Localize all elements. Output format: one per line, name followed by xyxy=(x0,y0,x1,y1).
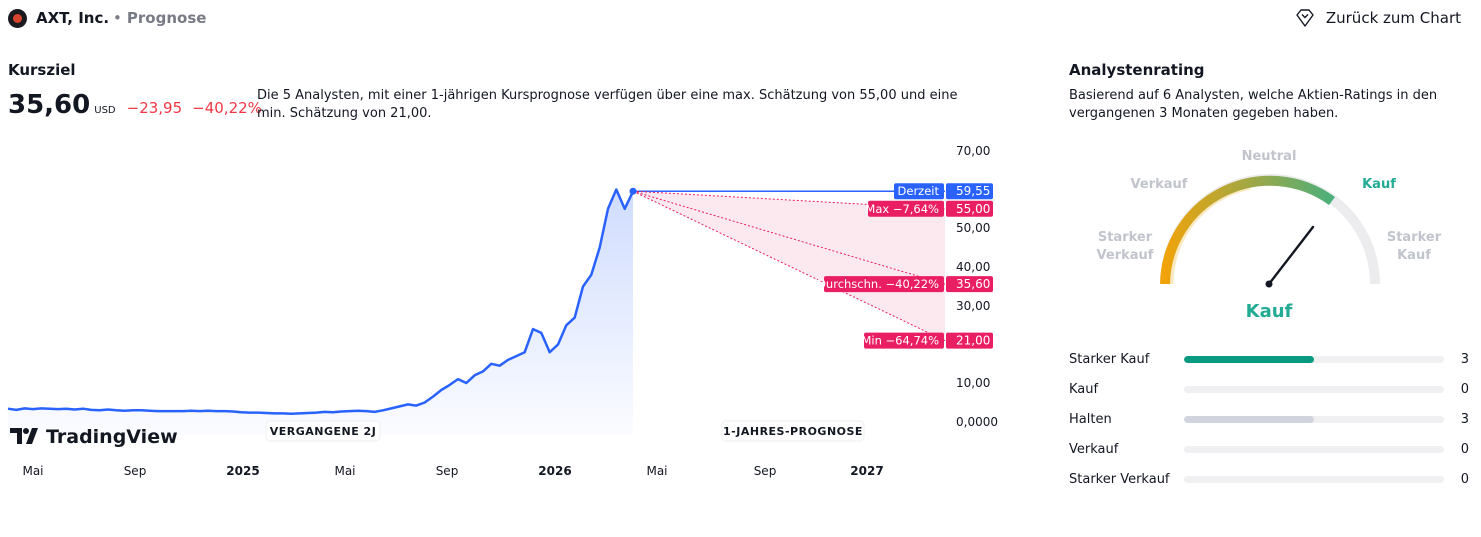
gauge-result: Kauf xyxy=(1246,301,1293,322)
y-tick-label: 0,0000 xyxy=(956,415,998,429)
history-area xyxy=(8,189,633,435)
forecast-value-box xyxy=(946,276,993,293)
chart-diamond-icon xyxy=(1296,9,1314,27)
currency-label: USD xyxy=(94,105,116,116)
rating-row-label: Starker Kauf xyxy=(1069,351,1150,367)
forecast-value-box xyxy=(946,332,993,349)
rating-row-count: 0 xyxy=(1460,471,1469,487)
header: AXT, Inc. • Prognose xyxy=(8,8,206,28)
rating-row-label: Kauf xyxy=(1069,381,1099,397)
tv-logo-dot xyxy=(23,428,29,434)
rating-bar-track xyxy=(1184,415,1444,423)
kursziel-title: Kursziel xyxy=(8,61,76,79)
x-tick-label: Mai xyxy=(646,464,667,478)
x-tick-label: Mai xyxy=(22,464,43,478)
tv-logo-slash xyxy=(26,428,38,444)
forecast-value: 55,00 xyxy=(956,202,990,216)
tradingview-logo: TradingView xyxy=(10,426,178,448)
current-price-point[interactable] xyxy=(629,187,637,195)
forecast-value: 21,00 xyxy=(956,334,990,348)
forecast-label: Derzeit xyxy=(898,184,940,198)
rating-row-label: Starker Verkauf xyxy=(1069,471,1170,487)
gauge-label-strong-buy-line1: Starker xyxy=(1387,230,1442,245)
rating-row: Halten 3 xyxy=(1069,404,1469,434)
tradingview-wordmark: TradingView xyxy=(46,426,178,448)
back-to-chart-button[interactable]: Zurück zum Chart xyxy=(1294,8,1461,28)
forecast-label-box xyxy=(868,200,944,217)
rating-bar-track xyxy=(1184,385,1444,393)
forecast-period-badge: 1-JAHRES-PROGNOSE xyxy=(723,425,863,438)
past-period-badge: VERGANGENE 2J xyxy=(270,425,377,438)
forecast-description: Die 5 Analysten, mit einer 1-jährigen Ku… xyxy=(257,88,958,121)
section-name: Prognose xyxy=(126,9,207,27)
rating-row-count: 0 xyxy=(1460,381,1469,397)
forecast-label: Min −64,74% xyxy=(861,334,939,348)
forecast-value: 35,60 xyxy=(956,277,990,291)
x-tick-label: 2025 xyxy=(226,464,259,478)
gauge-label-neutral: Neutral xyxy=(1242,149,1297,164)
history-line[interactable] xyxy=(7,188,635,416)
forecast-label-box xyxy=(864,332,944,349)
forecast-label: Max −7,64% xyxy=(865,202,939,216)
y-tick-label: 70,00 xyxy=(956,144,990,158)
rating-row-count: 0 xyxy=(1460,441,1469,457)
gauge-label-strong-buy-line2: Kauf xyxy=(1397,248,1431,263)
forecast-value-box xyxy=(946,183,993,200)
change-percent: −40,22% xyxy=(192,99,262,117)
rating-bar-track xyxy=(1184,445,1444,453)
tv-logo-mark xyxy=(10,428,22,444)
rating-row-count: 3 xyxy=(1460,411,1469,427)
rating-row: Starker Verkauf 0 xyxy=(1069,464,1469,494)
rating-row-label: Verkauf xyxy=(1069,441,1119,457)
forecast-label: Durchschn. −40,22% xyxy=(817,277,939,291)
gauge-label-sell: Verkauf xyxy=(1131,177,1188,192)
rating-row: Starker Kauf 3 xyxy=(1069,344,1469,374)
past-period-badge-box xyxy=(265,420,381,442)
rating-breakdown: Starker Kauf 3 Kauf 0 Halten 3 Verkauf 0 Starker… xyxy=(1069,344,1469,494)
rating-row: Verkauf 0 xyxy=(1069,434,1469,464)
x-tick-label: 2027 xyxy=(850,464,883,478)
y-tick-label: 30,00 xyxy=(956,299,990,313)
back-to-chart-label: Zurück zum Chart xyxy=(1325,9,1461,27)
rating-bar-track xyxy=(1184,475,1444,483)
company-name[interactable]: AXT, Inc. xyxy=(36,9,110,27)
rating-gauge: Starker Verkauf Verkauf Neutral Kauf Sta… xyxy=(1097,149,1442,322)
title-separator: • xyxy=(113,9,122,27)
rating-bar-fill xyxy=(1184,355,1314,363)
rating-title: Analystenrating xyxy=(1069,61,1205,79)
x-tick-label: Sep xyxy=(436,464,459,478)
rating-bar-track xyxy=(1184,355,1444,363)
y-tick-label: 10,00 xyxy=(956,376,990,390)
change-absolute: −23,95 xyxy=(126,99,183,117)
company-logo xyxy=(8,8,27,28)
price-summary: 35,60 USD −23,95 −40,22% xyxy=(8,90,272,120)
forecast-label-box xyxy=(894,183,944,200)
rating-row: Kauf 0 xyxy=(1069,374,1469,404)
x-tick-label: Sep xyxy=(124,464,147,478)
forecast-chart[interactable]: 70,00 50,00 40,00 30,00 10,00 0,0000 Derzeit 5… xyxy=(0,135,1010,485)
gauge-label-strong-sell-line1: Starker xyxy=(1098,230,1153,245)
y-tick-label: 40,00 xyxy=(956,260,990,274)
forecast-value-box xyxy=(946,200,993,217)
gauge-needle xyxy=(1267,225,1315,286)
rating-bar-fill xyxy=(1184,415,1314,423)
gauge-label-strong-sell-line2: Verkauf xyxy=(1097,248,1154,263)
target-price: 35,60 xyxy=(8,90,91,120)
forecast-value: 59,55 xyxy=(956,184,990,198)
forecast-range-area xyxy=(633,191,945,341)
forecast-period-badge-box xyxy=(721,420,865,442)
rating-row-label: Halten xyxy=(1069,411,1112,427)
forecast-line xyxy=(632,190,946,342)
x-tick-label: 2026 xyxy=(538,464,571,478)
y-tick-label: 50,00 xyxy=(956,221,990,235)
x-tick-label: Mai xyxy=(334,464,355,478)
forecast-label-box xyxy=(824,276,944,293)
gauge-needle-pivot xyxy=(1265,280,1273,288)
gauge-label-buy: Kauf xyxy=(1362,177,1396,192)
x-tick-label: Sep xyxy=(754,464,777,478)
rating-description: Basierend auf 6 Analysten, welche Aktien… xyxy=(1069,88,1438,121)
rating-row-count: 3 xyxy=(1460,351,1469,367)
